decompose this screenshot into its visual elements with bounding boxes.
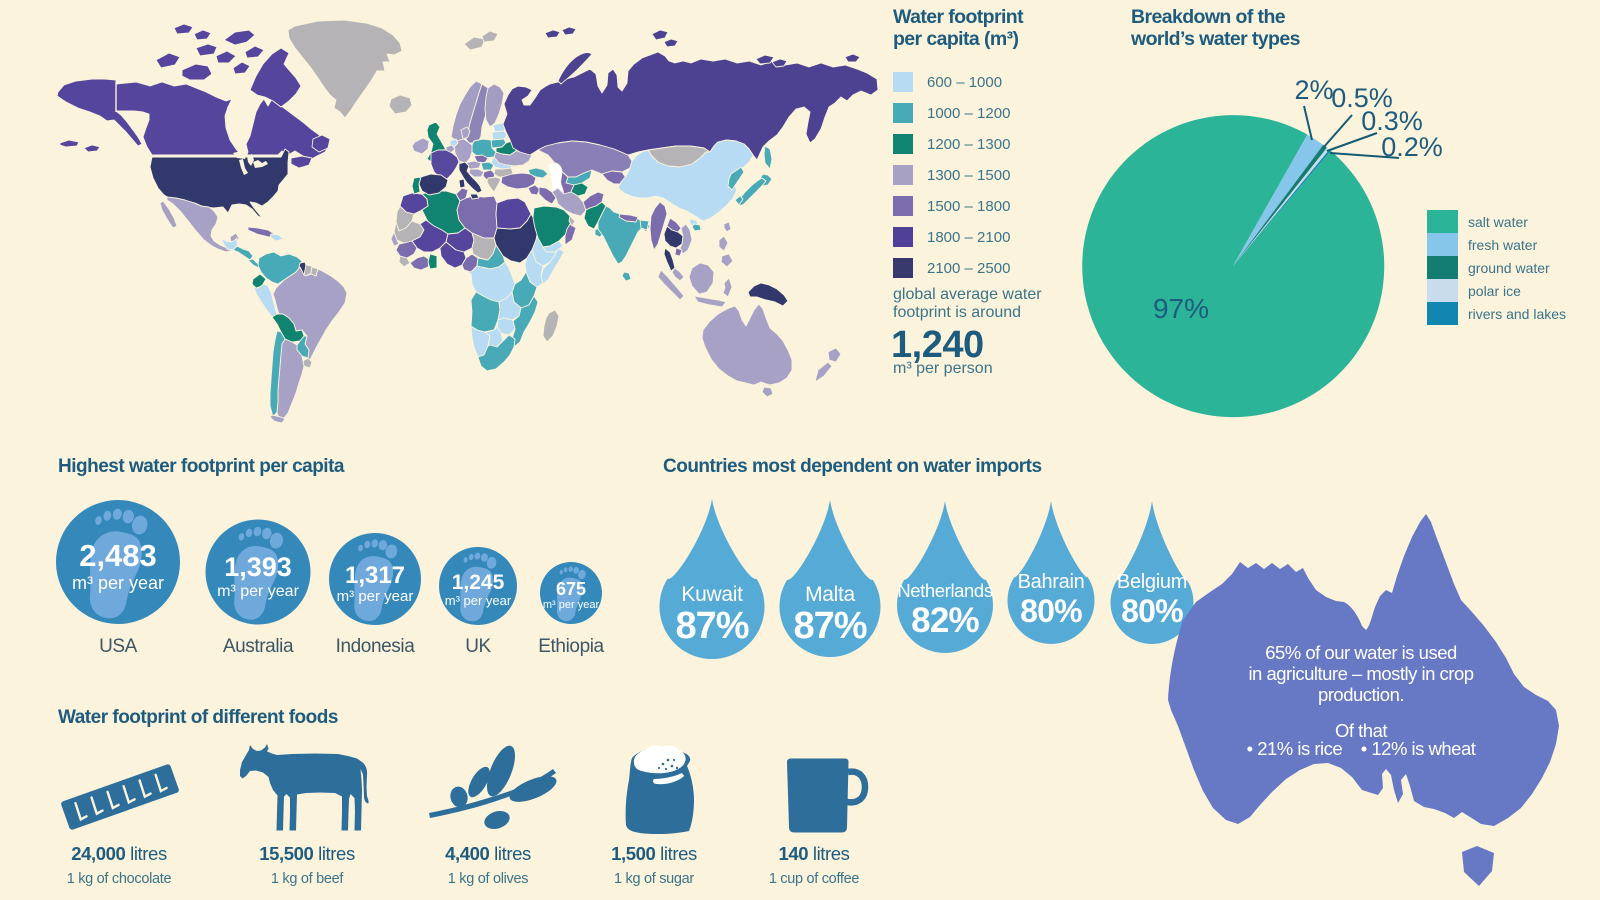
svg-text:UK: UK [465, 636, 491, 657]
svg-text:1800 – 2100: 1800 – 2100 [927, 229, 1010, 246]
svg-text:ground water: ground water [1468, 260, 1550, 276]
svg-text:world’s water types: world’s water types [1130, 28, 1301, 50]
svg-text:salt water: salt water [1468, 214, 1528, 230]
svg-text:m³ per year: m³ per year [337, 588, 414, 605]
svg-text:0.2%: 0.2% [1381, 132, 1443, 162]
svg-text:0.3%: 0.3% [1361, 106, 1423, 136]
svg-text:m³ per year: m³ per year [72, 573, 164, 593]
svg-text:4,400 litres: 4,400 litres [445, 843, 531, 864]
svg-text:Highest water footprint per ca: Highest water footprint per capita [58, 456, 345, 477]
svg-text:polar ice: polar ice [1468, 283, 1521, 299]
svg-text:80%: 80% [1121, 593, 1183, 629]
svg-text:24,000 litres: 24,000 litres [71, 843, 167, 864]
svg-text:fresh water: fresh water [1468, 237, 1538, 253]
svg-text:production.: production. [1318, 684, 1404, 705]
svg-text:1,240: 1,240 [891, 324, 984, 366]
svg-text:600 – 1000: 600 – 1000 [927, 74, 1002, 91]
svg-text:2%: 2% [1294, 75, 1333, 105]
svg-text:Ethiopia: Ethiopia [538, 636, 604, 657]
svg-text:1,500 litres: 1,500 litres [611, 843, 697, 864]
svg-text:m³ per year: m³ per year [445, 593, 512, 608]
svg-text:2100 – 2500: 2100 – 2500 [927, 260, 1010, 277]
svg-text:rivers and lakes: rivers and lakes [1468, 306, 1566, 322]
svg-text:1,245: 1,245 [452, 571, 505, 594]
svg-text:Breakdown of the: Breakdown of the [1131, 6, 1286, 28]
svg-text:Water footprint of different f: Water footprint of different foods [58, 707, 338, 728]
svg-text:1 cup of coffee: 1 cup of coffee [769, 871, 860, 887]
svg-text:Netherlands: Netherlands [897, 580, 993, 601]
svg-text:in agriculture – mostly in cro: in agriculture – mostly in crop [1248, 663, 1473, 684]
svg-text:• 21% is rice • 12% is whea: • 21% is rice • 12% is wheat [1247, 738, 1476, 759]
svg-text:15,500 litres: 15,500 litres [259, 843, 355, 864]
svg-text:0.5%: 0.5% [1331, 83, 1393, 113]
svg-text:2,483: 2,483 [79, 538, 157, 573]
svg-text:1500 – 1800: 1500 – 1800 [927, 198, 1010, 215]
svg-text:Countries most dependent on wa: Countries most dependent on water import… [663, 456, 1042, 477]
svg-text:675: 675 [556, 579, 586, 599]
svg-text:1 kg of sugar: 1 kg of sugar [614, 871, 694, 887]
svg-text:global average water: global average water [893, 286, 1042, 303]
svg-text:Belgium: Belgium [1117, 571, 1187, 593]
svg-text:1200 – 1300: 1200 – 1300 [927, 136, 1010, 153]
svg-text:USA: USA [99, 636, 138, 657]
svg-text:Bahrain: Bahrain [1018, 571, 1085, 593]
svg-text:1,393: 1,393 [224, 552, 292, 582]
svg-text:footprint is around: footprint is around [893, 304, 1021, 321]
svg-text:82%: 82% [911, 601, 979, 640]
svg-text:m³ per person: m³ per person [893, 360, 993, 377]
svg-text:80%: 80% [1020, 593, 1082, 629]
svg-text:1000 – 1200: 1000 – 1200 [927, 105, 1010, 122]
svg-text:Kuwait: Kuwait [681, 583, 743, 606]
svg-text:Indonesia: Indonesia [336, 636, 416, 657]
svg-text:1 kg of chocolate: 1 kg of chocolate [67, 871, 172, 887]
svg-text:m³ per year: m³ per year [543, 599, 600, 611]
svg-text:97%: 97% [1153, 293, 1209, 324]
svg-text:Australia: Australia [223, 636, 294, 657]
svg-text:65% of our water is used: 65% of our water is used [1265, 642, 1457, 663]
svg-text:Of that: Of that [1335, 720, 1387, 741]
svg-text:87%: 87% [675, 605, 748, 647]
svg-text:m³ per year: m³ per year [217, 583, 299, 600]
svg-text:1 kg of olives: 1 kg of olives [448, 871, 528, 887]
svg-text:Malta: Malta [805, 583, 855, 606]
svg-text:140 litres: 140 litres [778, 843, 849, 864]
svg-text:1 kg of beef: 1 kg of beef [271, 871, 344, 887]
svg-text:87%: 87% [793, 605, 866, 647]
svg-text:Water footprint: Water footprint [893, 6, 1024, 28]
svg-text:1,317: 1,317 [345, 562, 405, 589]
svg-text:per capita (m³): per capita (m³) [893, 28, 1018, 50]
svg-text:1300 – 1500: 1300 – 1500 [927, 167, 1010, 184]
